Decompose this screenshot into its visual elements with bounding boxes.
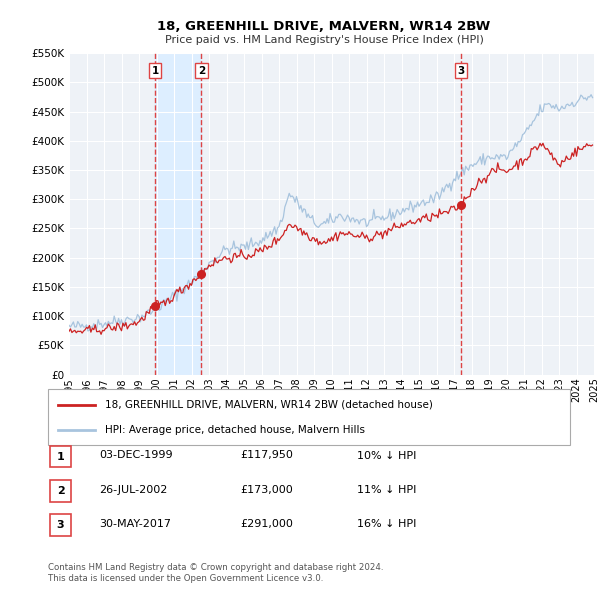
Text: Contains HM Land Registry data © Crown copyright and database right 2024.: Contains HM Land Registry data © Crown c… [48,563,383,572]
Text: £291,000: £291,000 [240,519,293,529]
Text: 18, GREENHILL DRIVE, MALVERN, WR14 2BW: 18, GREENHILL DRIVE, MALVERN, WR14 2BW [157,20,491,33]
Text: 2: 2 [57,486,64,496]
Text: 30-MAY-2017: 30-MAY-2017 [99,519,171,529]
Text: This data is licensed under the Open Government Licence v3.0.: This data is licensed under the Open Gov… [48,573,323,583]
Text: £173,000: £173,000 [240,485,293,494]
Text: 03-DEC-1999: 03-DEC-1999 [99,451,173,460]
Text: 3: 3 [57,520,64,530]
Text: 26-JUL-2002: 26-JUL-2002 [99,485,167,494]
Text: 2: 2 [197,65,205,76]
Text: 10% ↓ HPI: 10% ↓ HPI [357,451,416,460]
Text: 1: 1 [151,65,159,76]
Text: Price paid vs. HM Land Registry's House Price Index (HPI): Price paid vs. HM Land Registry's House … [164,35,484,45]
Text: £117,950: £117,950 [240,451,293,460]
Text: HPI: Average price, detached house, Malvern Hills: HPI: Average price, detached house, Malv… [106,425,365,435]
Bar [155,53,201,375]
Text: 11% ↓ HPI: 11% ↓ HPI [357,485,416,494]
Text: 16% ↓ HPI: 16% ↓ HPI [357,519,416,529]
Text: 18, GREENHILL DRIVE, MALVERN, WR14 2BW (detached house): 18, GREENHILL DRIVE, MALVERN, WR14 2BW (… [106,399,433,409]
Text: 3: 3 [458,65,465,76]
Text: 1: 1 [57,452,64,461]
